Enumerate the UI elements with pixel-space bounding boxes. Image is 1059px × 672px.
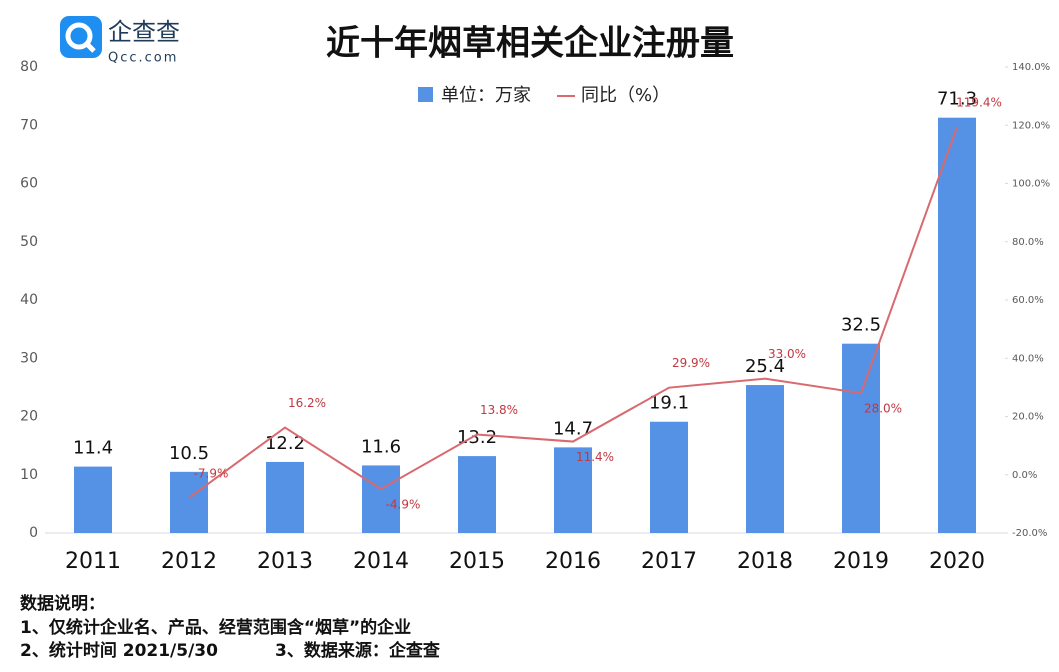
- y2-tick-label: 120.0%: [1012, 120, 1050, 131]
- y-tick-label: 80: [20, 59, 38, 75]
- x-tick-label: 2014: [353, 549, 409, 574]
- line-value-label: 16.2%: [288, 396, 326, 410]
- x-tick-label: 2018: [737, 549, 793, 574]
- bar-value-label: 11.6: [361, 436, 401, 457]
- y2-tick-label: 100.0%: [1012, 179, 1050, 190]
- y-tick-label: 20: [20, 409, 38, 425]
- bar-value-label: 71.3: [937, 89, 977, 110]
- line-value-label: 119.4%: [956, 95, 1002, 109]
- bar: [842, 343, 880, 533]
- bar: [362, 465, 400, 533]
- bar: [650, 421, 688, 533]
- bar-value-label: 25.4: [745, 356, 785, 377]
- line-value-label: 11.4%: [576, 450, 614, 464]
- x-tick-label: 2011: [65, 549, 121, 574]
- bar-value-label: 13.2: [457, 427, 497, 448]
- note: 数据说明：: [20, 593, 105, 614]
- y-tick-label: 40: [20, 292, 38, 308]
- line-value-label: 29.9%: [672, 356, 710, 370]
- x-tick-label: 2020: [929, 549, 985, 574]
- note: 1、仅统计企业名、产品、经营范围含“烟草”的企业: [20, 617, 411, 638]
- x-tick-label: 2013: [257, 549, 313, 574]
- x-tick-label: 2019: [833, 549, 889, 574]
- x-tick-label: 2017: [641, 549, 697, 574]
- y2-tick-label: -20.0%: [1012, 528, 1047, 539]
- line-value-label: 33.0%: [768, 347, 806, 361]
- legend-swatch-bar: [418, 87, 433, 102]
- bar: [938, 117, 976, 534]
- x-tick-label: 2015: [449, 549, 505, 574]
- line-value-label: 13.8%: [480, 403, 518, 417]
- bar: [746, 385, 784, 533]
- chart-title: 近十年烟草相关企业注册量: [326, 24, 734, 64]
- bar-value-label: 12.2: [265, 433, 305, 454]
- x-tick-label: 2016: [545, 549, 601, 574]
- line-value-label: -4.9%: [386, 498, 421, 512]
- bar: [554, 447, 592, 533]
- line-value-label: -7.9%: [194, 466, 229, 480]
- y-tick-label: 70: [20, 117, 38, 133]
- y2-tick-label: 140.0%: [1012, 62, 1050, 73]
- y-tick-label: 50: [20, 234, 38, 250]
- bar: [458, 456, 496, 533]
- note: 3、数据来源：企查查: [275, 640, 441, 661]
- bar: [170, 471, 208, 533]
- y-tick-label: 30: [20, 350, 38, 366]
- logo-name: 企查查: [108, 18, 180, 46]
- y2-tick-label: 80.0%: [1012, 237, 1044, 248]
- bar-value-label: 32.5: [841, 315, 881, 336]
- bar-value-label: 19.1: [649, 393, 689, 414]
- bar-value-label: 11.4: [73, 438, 113, 459]
- legend-label: 同比（%）: [581, 85, 670, 106]
- logo-url: Qcc.com: [108, 51, 178, 66]
- logo-icon-tail: [84, 41, 96, 53]
- bar: [266, 461, 304, 533]
- logo-icon-ring: [65, 22, 93, 50]
- y-tick-label: 10: [20, 467, 38, 483]
- y-tick-label: 60: [20, 176, 38, 192]
- legend-label: 单位：万家: [441, 85, 531, 106]
- x-tick-label: 2012: [161, 549, 217, 574]
- line: [188, 126, 958, 499]
- y2-tick-label: 60.0%: [1012, 295, 1044, 306]
- y-tick-label: 0: [29, 525, 38, 541]
- bar: [74, 466, 112, 533]
- bar-value-label: 14.7: [553, 418, 593, 439]
- bar-value-label: 10.5: [169, 443, 209, 464]
- y2-tick-label: 20.0%: [1012, 412, 1044, 423]
- line-value-label: 28.0%: [864, 402, 902, 416]
- y2-tick-label: 40.0%: [1012, 353, 1044, 364]
- y2-tick-label: 0.0%: [1012, 470, 1037, 481]
- note: 2、统计时间 2021/5/30: [20, 640, 218, 661]
